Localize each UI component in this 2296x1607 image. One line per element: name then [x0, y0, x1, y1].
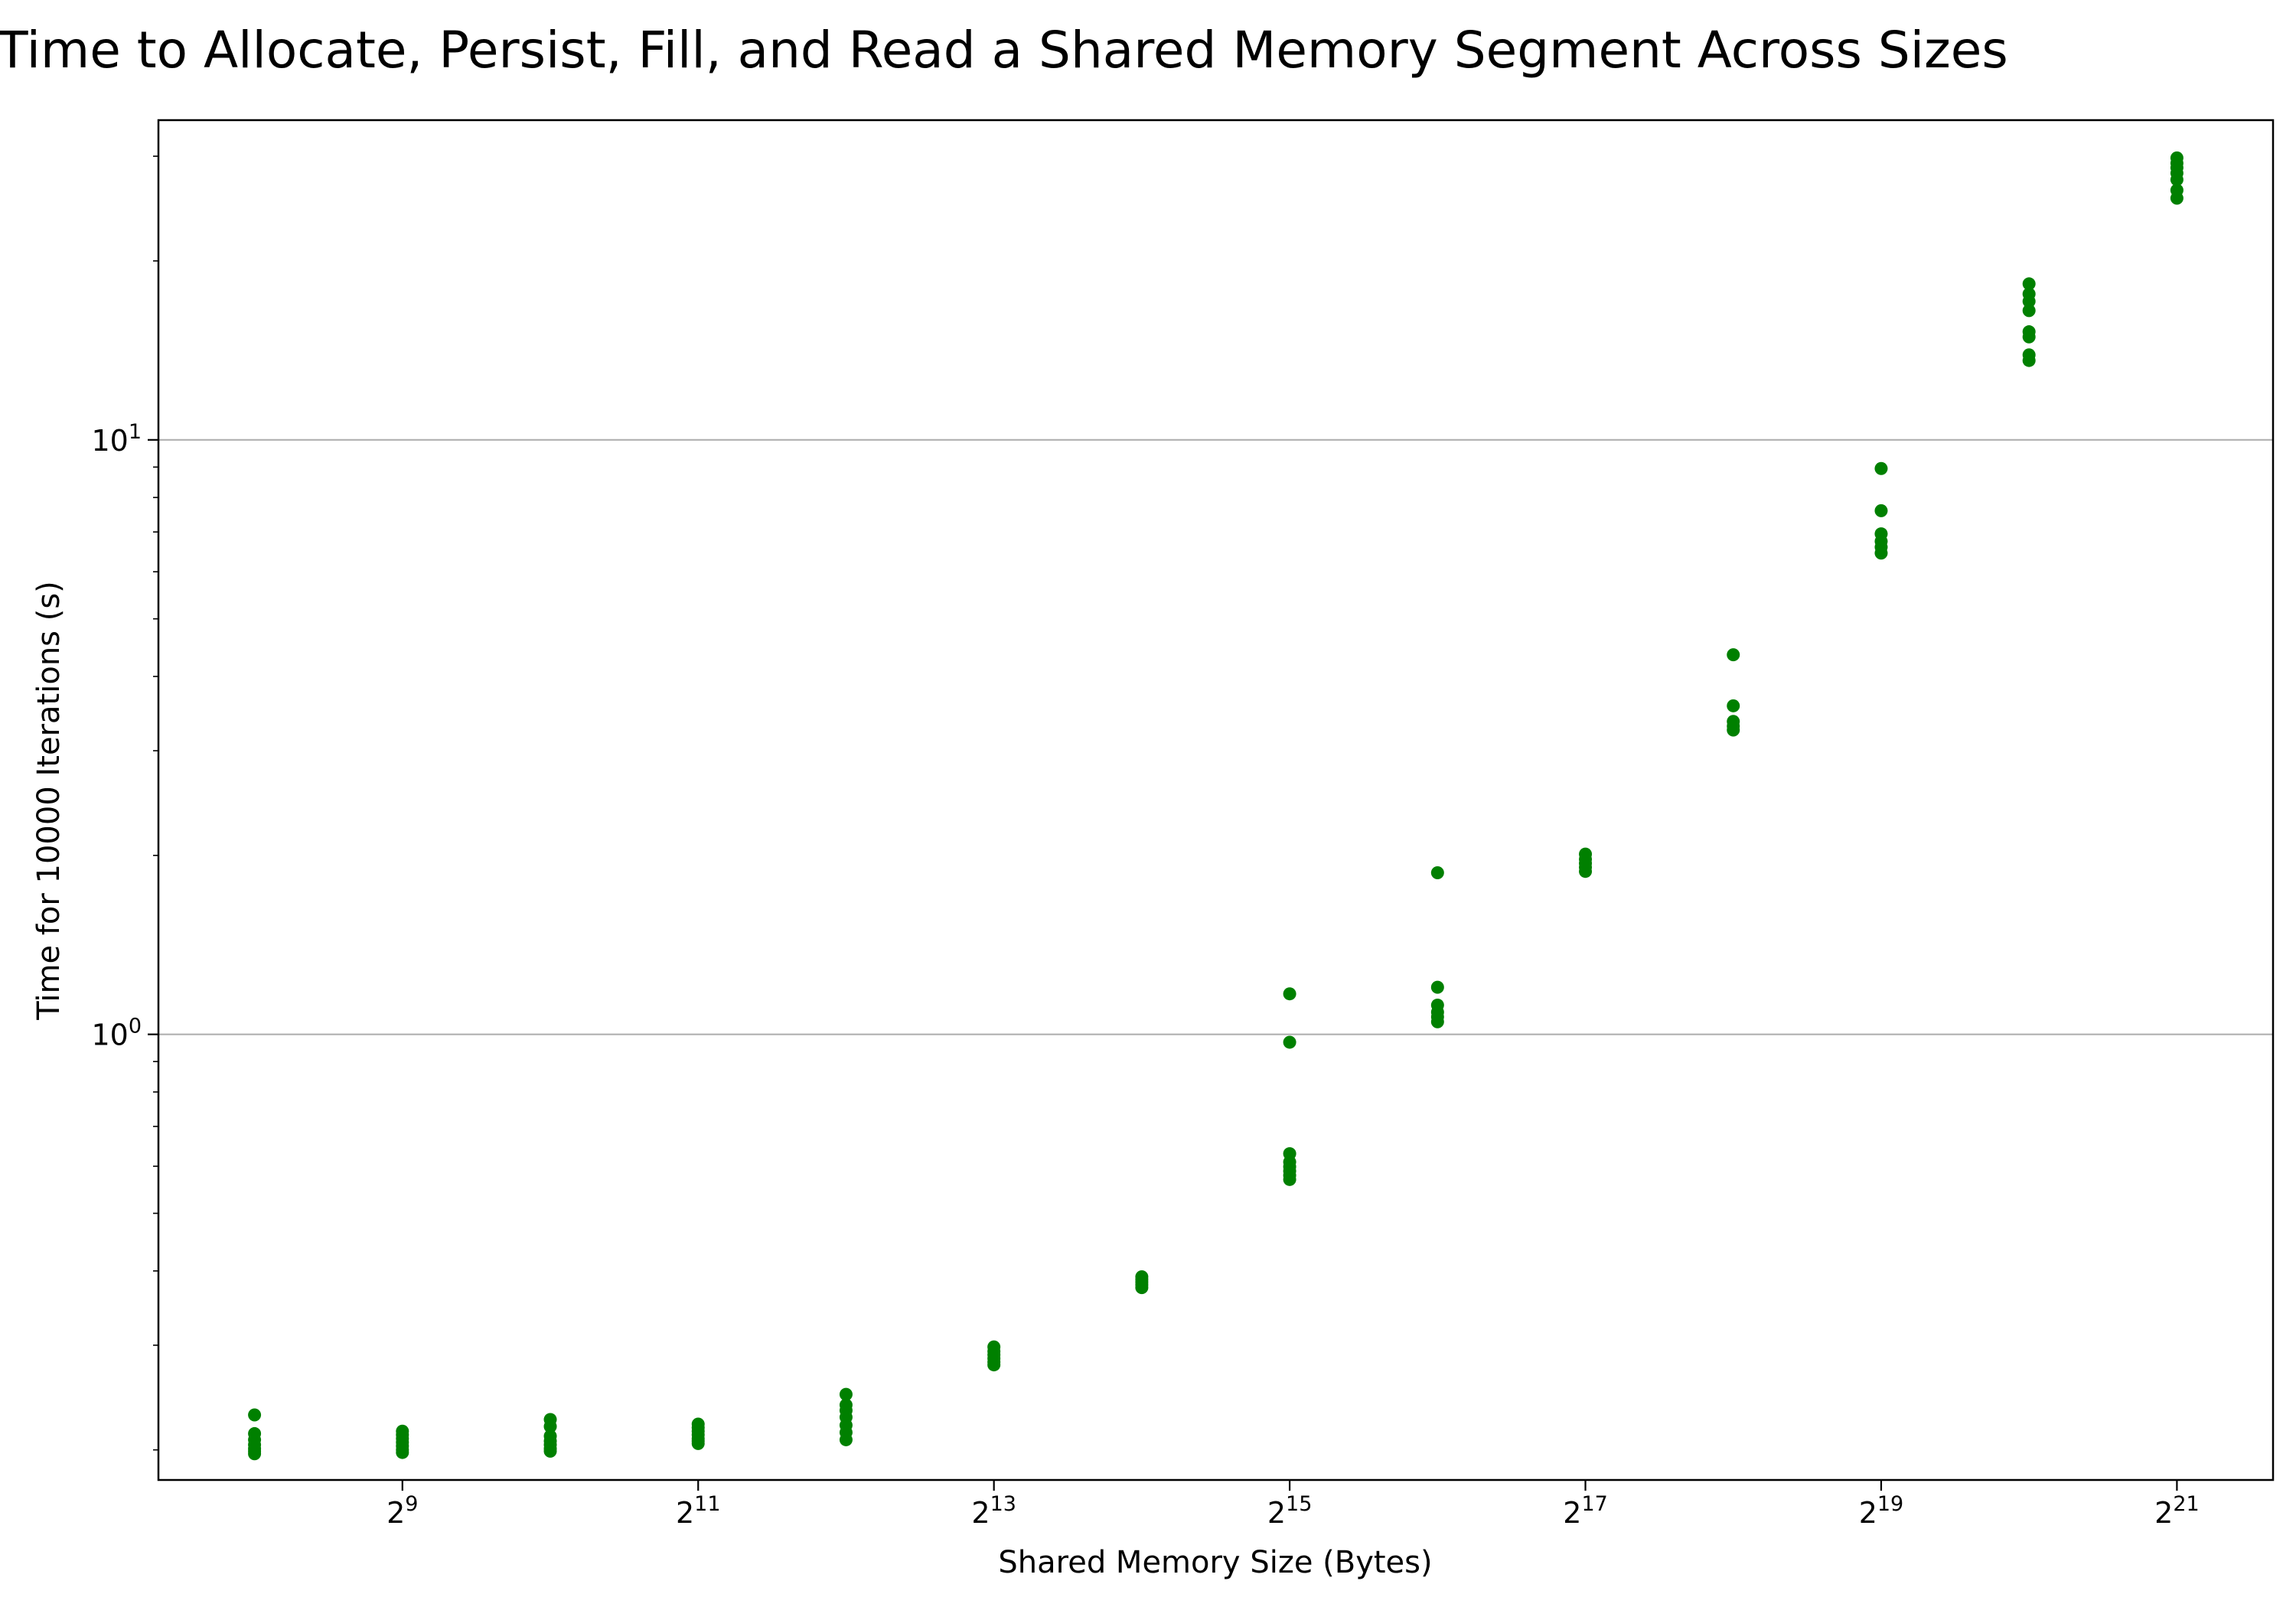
x-tick-label: 213: [971, 1492, 1016, 1530]
data-point: [1874, 504, 1888, 517]
data-point: [2022, 304, 2036, 318]
y-axis-label: Time for 10000 Iterations (s): [31, 581, 67, 1021]
data-point: [1430, 998, 1444, 1012]
data-point: [1283, 987, 1296, 1001]
data-point: [691, 1417, 705, 1431]
data-point: [543, 1429, 557, 1443]
y-axis-ticks: 100 101: [91, 155, 158, 1451]
x-tick-label: 29: [386, 1492, 418, 1530]
data-point: [839, 1398, 853, 1412]
x-tick-label: 217: [1563, 1492, 1608, 1530]
y-tick-label: 101: [91, 420, 142, 458]
data-point: [1135, 1270, 1149, 1284]
data-point: [1430, 980, 1444, 994]
data-point: [2022, 277, 2036, 291]
data-point: [543, 1413, 557, 1426]
data-point: [396, 1424, 409, 1438]
data-point: [1430, 865, 1444, 879]
x-axis-label: Shared Memory Size (Bytes): [998, 1545, 1432, 1580]
x-tick-label: 215: [1267, 1492, 1313, 1530]
data-point: [2022, 325, 2036, 339]
grid-lines: [158, 438, 2273, 1035]
data-point: [839, 1387, 853, 1401]
data-point: [1874, 461, 1888, 475]
data-point: [2170, 151, 2183, 165]
data-point: [1727, 699, 1740, 712]
x-axis-ticks: 29 211 213 215 217 219 221: [386, 1480, 2200, 1530]
data-point: [1727, 648, 1740, 662]
data-point: [2022, 348, 2036, 362]
data-point: [248, 1426, 262, 1440]
data-point: [1579, 847, 1593, 861]
data-point: [987, 1340, 1001, 1354]
data-point: [1283, 1147, 1296, 1161]
data-point: [1727, 715, 1740, 729]
plot-frame: [157, 119, 2275, 1482]
data-point: [2170, 184, 2183, 197]
x-tick-label: 221: [2154, 1492, 2200, 1530]
x-tick-label: 219: [1859, 1492, 1904, 1530]
data-point: [248, 1408, 262, 1422]
x-tick-label: 211: [676, 1492, 721, 1530]
data-point: [1283, 1035, 1296, 1049]
data-point: [2022, 287, 2036, 301]
chart-title: Time to Allocate, Persist, Fill, and Rea…: [0, 21, 2008, 80]
data-points: [248, 151, 2183, 1461]
data-point: [1874, 527, 1888, 541]
y-tick-label: 100: [91, 1015, 142, 1052]
